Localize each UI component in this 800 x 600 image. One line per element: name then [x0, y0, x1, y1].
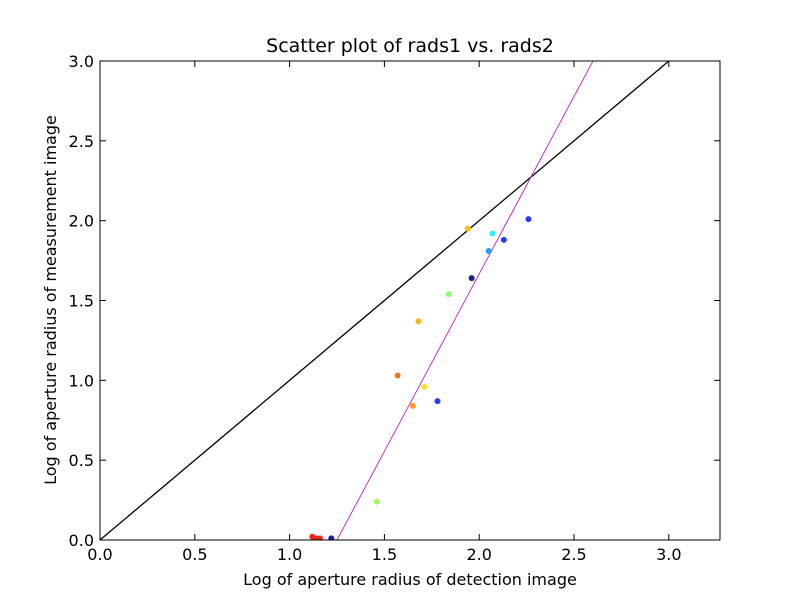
y-tick-label: 0.5	[69, 451, 94, 470]
data-point	[373, 498, 380, 505]
data-point	[468, 275, 475, 282]
x-tick-label: 1.0	[277, 545, 302, 564]
identity-line	[100, 61, 670, 540]
plot-background	[100, 61, 720, 540]
y-tick-label: 2.0	[69, 212, 94, 231]
data-point	[328, 535, 335, 540]
reference-lines	[100, 61, 670, 540]
data-point	[415, 318, 422, 325]
x-tick-label: 0.0	[87, 545, 112, 564]
y-tick-label: 2.5	[69, 132, 94, 151]
x-axis-label: Log of aperture radius of detection imag…	[243, 570, 577, 589]
data-point	[525, 216, 532, 223]
y-tick-label: 1.5	[69, 292, 94, 311]
data-point	[464, 225, 471, 232]
chart-title: Scatter plot of rads1 vs. rads2	[266, 35, 554, 57]
plot-area: 0.0 0.5 1.0 1.5 2.0 2.5 3.0 0.0 0.5 1.0 1.5 2.0 2.5 3…	[69, 52, 721, 564]
y-tick-label: 1.0	[69, 371, 94, 390]
x-tick-label: 0.5	[182, 545, 207, 564]
data-points	[309, 216, 532, 540]
data-point	[316, 535, 323, 540]
data-point	[409, 402, 416, 409]
x-tick-label: 2.0	[466, 545, 491, 564]
y-tick-label: 0.0	[69, 531, 94, 550]
data-point	[421, 383, 428, 390]
fit-line	[336, 61, 594, 540]
y-tick-label: 3.0	[69, 52, 94, 71]
data-point	[434, 398, 441, 405]
x-tick-label: 2.5	[561, 545, 586, 564]
data-point	[394, 372, 401, 379]
x-tick-label: 1.5	[372, 545, 397, 564]
y-axis-label: Log of aperture radius of measurement im…	[41, 115, 60, 485]
data-point	[500, 236, 507, 243]
data-point	[489, 230, 496, 237]
data-point	[485, 248, 492, 255]
data-point	[445, 291, 452, 298]
x-tick-label: 3.0	[656, 545, 681, 564]
